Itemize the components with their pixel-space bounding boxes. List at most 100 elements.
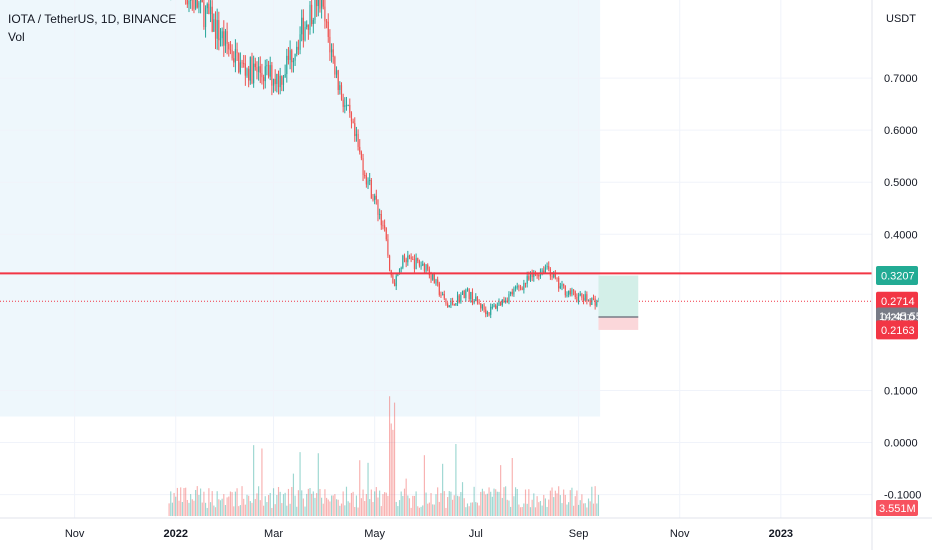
y-tick-label: 0.5000 <box>884 177 918 189</box>
candle-body <box>335 70 338 75</box>
volume-bar <box>301 490 303 516</box>
candle-body <box>372 198 374 200</box>
candle-body <box>253 63 255 84</box>
symbol-title[interactable]: IOTA / TetherUS, 1D, BINANCE <box>8 12 177 26</box>
volume-bar <box>168 503 170 516</box>
candle-body <box>524 282 527 284</box>
candle-body <box>508 294 510 302</box>
volume-bar <box>501 497 503 516</box>
candle-body <box>355 133 358 137</box>
candle-body <box>553 272 555 278</box>
volume-bar <box>355 495 358 516</box>
candle-body <box>289 50 291 60</box>
volume-bar <box>204 502 207 516</box>
volume-bar <box>330 495 333 516</box>
volume-bar <box>438 501 440 516</box>
volume-bar <box>354 506 356 516</box>
candle-body <box>200 0 202 3</box>
candle-body <box>415 258 417 270</box>
candle-body <box>382 225 384 227</box>
volume-bar <box>261 448 263 516</box>
volume-bar <box>405 478 407 516</box>
volume-bar <box>380 506 382 516</box>
candle-body <box>284 74 286 78</box>
candle-body <box>188 0 190 5</box>
candle-body <box>425 264 427 271</box>
candle-body <box>231 50 233 59</box>
candle-body <box>389 255 391 271</box>
candle-body <box>548 266 550 270</box>
volume-bar <box>387 495 389 516</box>
volume-bar <box>456 495 459 516</box>
volume-bar <box>350 492 353 516</box>
candle-body <box>451 301 454 305</box>
volume-bar <box>402 495 404 516</box>
candle-body <box>218 20 220 41</box>
volume-bar <box>587 498 590 516</box>
volume-bar <box>176 487 178 516</box>
volume-bar <box>413 495 416 516</box>
history-shaded-region <box>0 0 601 417</box>
volume-bar <box>440 493 442 516</box>
candle-body <box>493 305 495 307</box>
candle-body <box>420 265 422 267</box>
candle-body <box>238 53 240 73</box>
volume-bar <box>448 491 450 516</box>
candle-body <box>354 123 356 137</box>
volume-bar <box>372 502 374 516</box>
candle-body <box>309 4 311 30</box>
volume-bar <box>451 499 454 516</box>
candle-body <box>304 27 306 41</box>
candle-body <box>299 34 301 50</box>
volume-bar <box>239 505 241 516</box>
volume-bar <box>597 494 600 516</box>
volume-bar <box>251 502 253 516</box>
volume-bar <box>398 500 401 516</box>
volume-bar <box>345 486 348 516</box>
candle-body <box>311 4 313 25</box>
volume-indicator-label[interactable]: Vol <box>8 30 25 44</box>
candle-body <box>584 294 586 301</box>
candle-body <box>528 276 530 280</box>
candle-body <box>529 273 532 280</box>
candle-body <box>427 264 429 270</box>
volume-bar <box>276 494 278 516</box>
candle-body <box>413 259 416 270</box>
volume-bar <box>365 494 367 516</box>
volume-bar <box>428 502 430 516</box>
candle-body <box>345 105 348 107</box>
volume-bar <box>364 501 366 516</box>
candle-body <box>594 298 596 306</box>
candle-body <box>186 0 188 5</box>
candle-body <box>195 0 197 9</box>
volume-bar <box>236 488 238 516</box>
candle-body <box>430 275 432 280</box>
candle-body <box>437 279 439 284</box>
volume-bar <box>258 486 260 516</box>
volume-bar <box>465 507 467 516</box>
candle-body <box>438 283 440 295</box>
candle-body <box>258 66 260 72</box>
volume-bar <box>455 444 457 516</box>
candle-body <box>282 77 285 85</box>
volume-bar <box>543 494 545 516</box>
candle-body <box>559 286 561 289</box>
volume-bar <box>423 455 425 516</box>
price-badge-label: 0.2163 <box>881 325 915 337</box>
candle-body <box>327 21 329 37</box>
candle-body <box>480 303 482 309</box>
candle-body <box>384 225 386 228</box>
candle-body <box>410 256 412 260</box>
volume-bar <box>591 486 593 516</box>
candle-body <box>478 302 480 304</box>
volume-bar <box>213 505 215 516</box>
volume-bar <box>362 489 364 516</box>
candle-body <box>403 255 406 260</box>
candle-body <box>380 214 382 226</box>
volume-bar <box>224 505 227 516</box>
candle-body <box>340 85 343 100</box>
candle-body <box>463 290 465 299</box>
candle-body <box>223 31 225 46</box>
